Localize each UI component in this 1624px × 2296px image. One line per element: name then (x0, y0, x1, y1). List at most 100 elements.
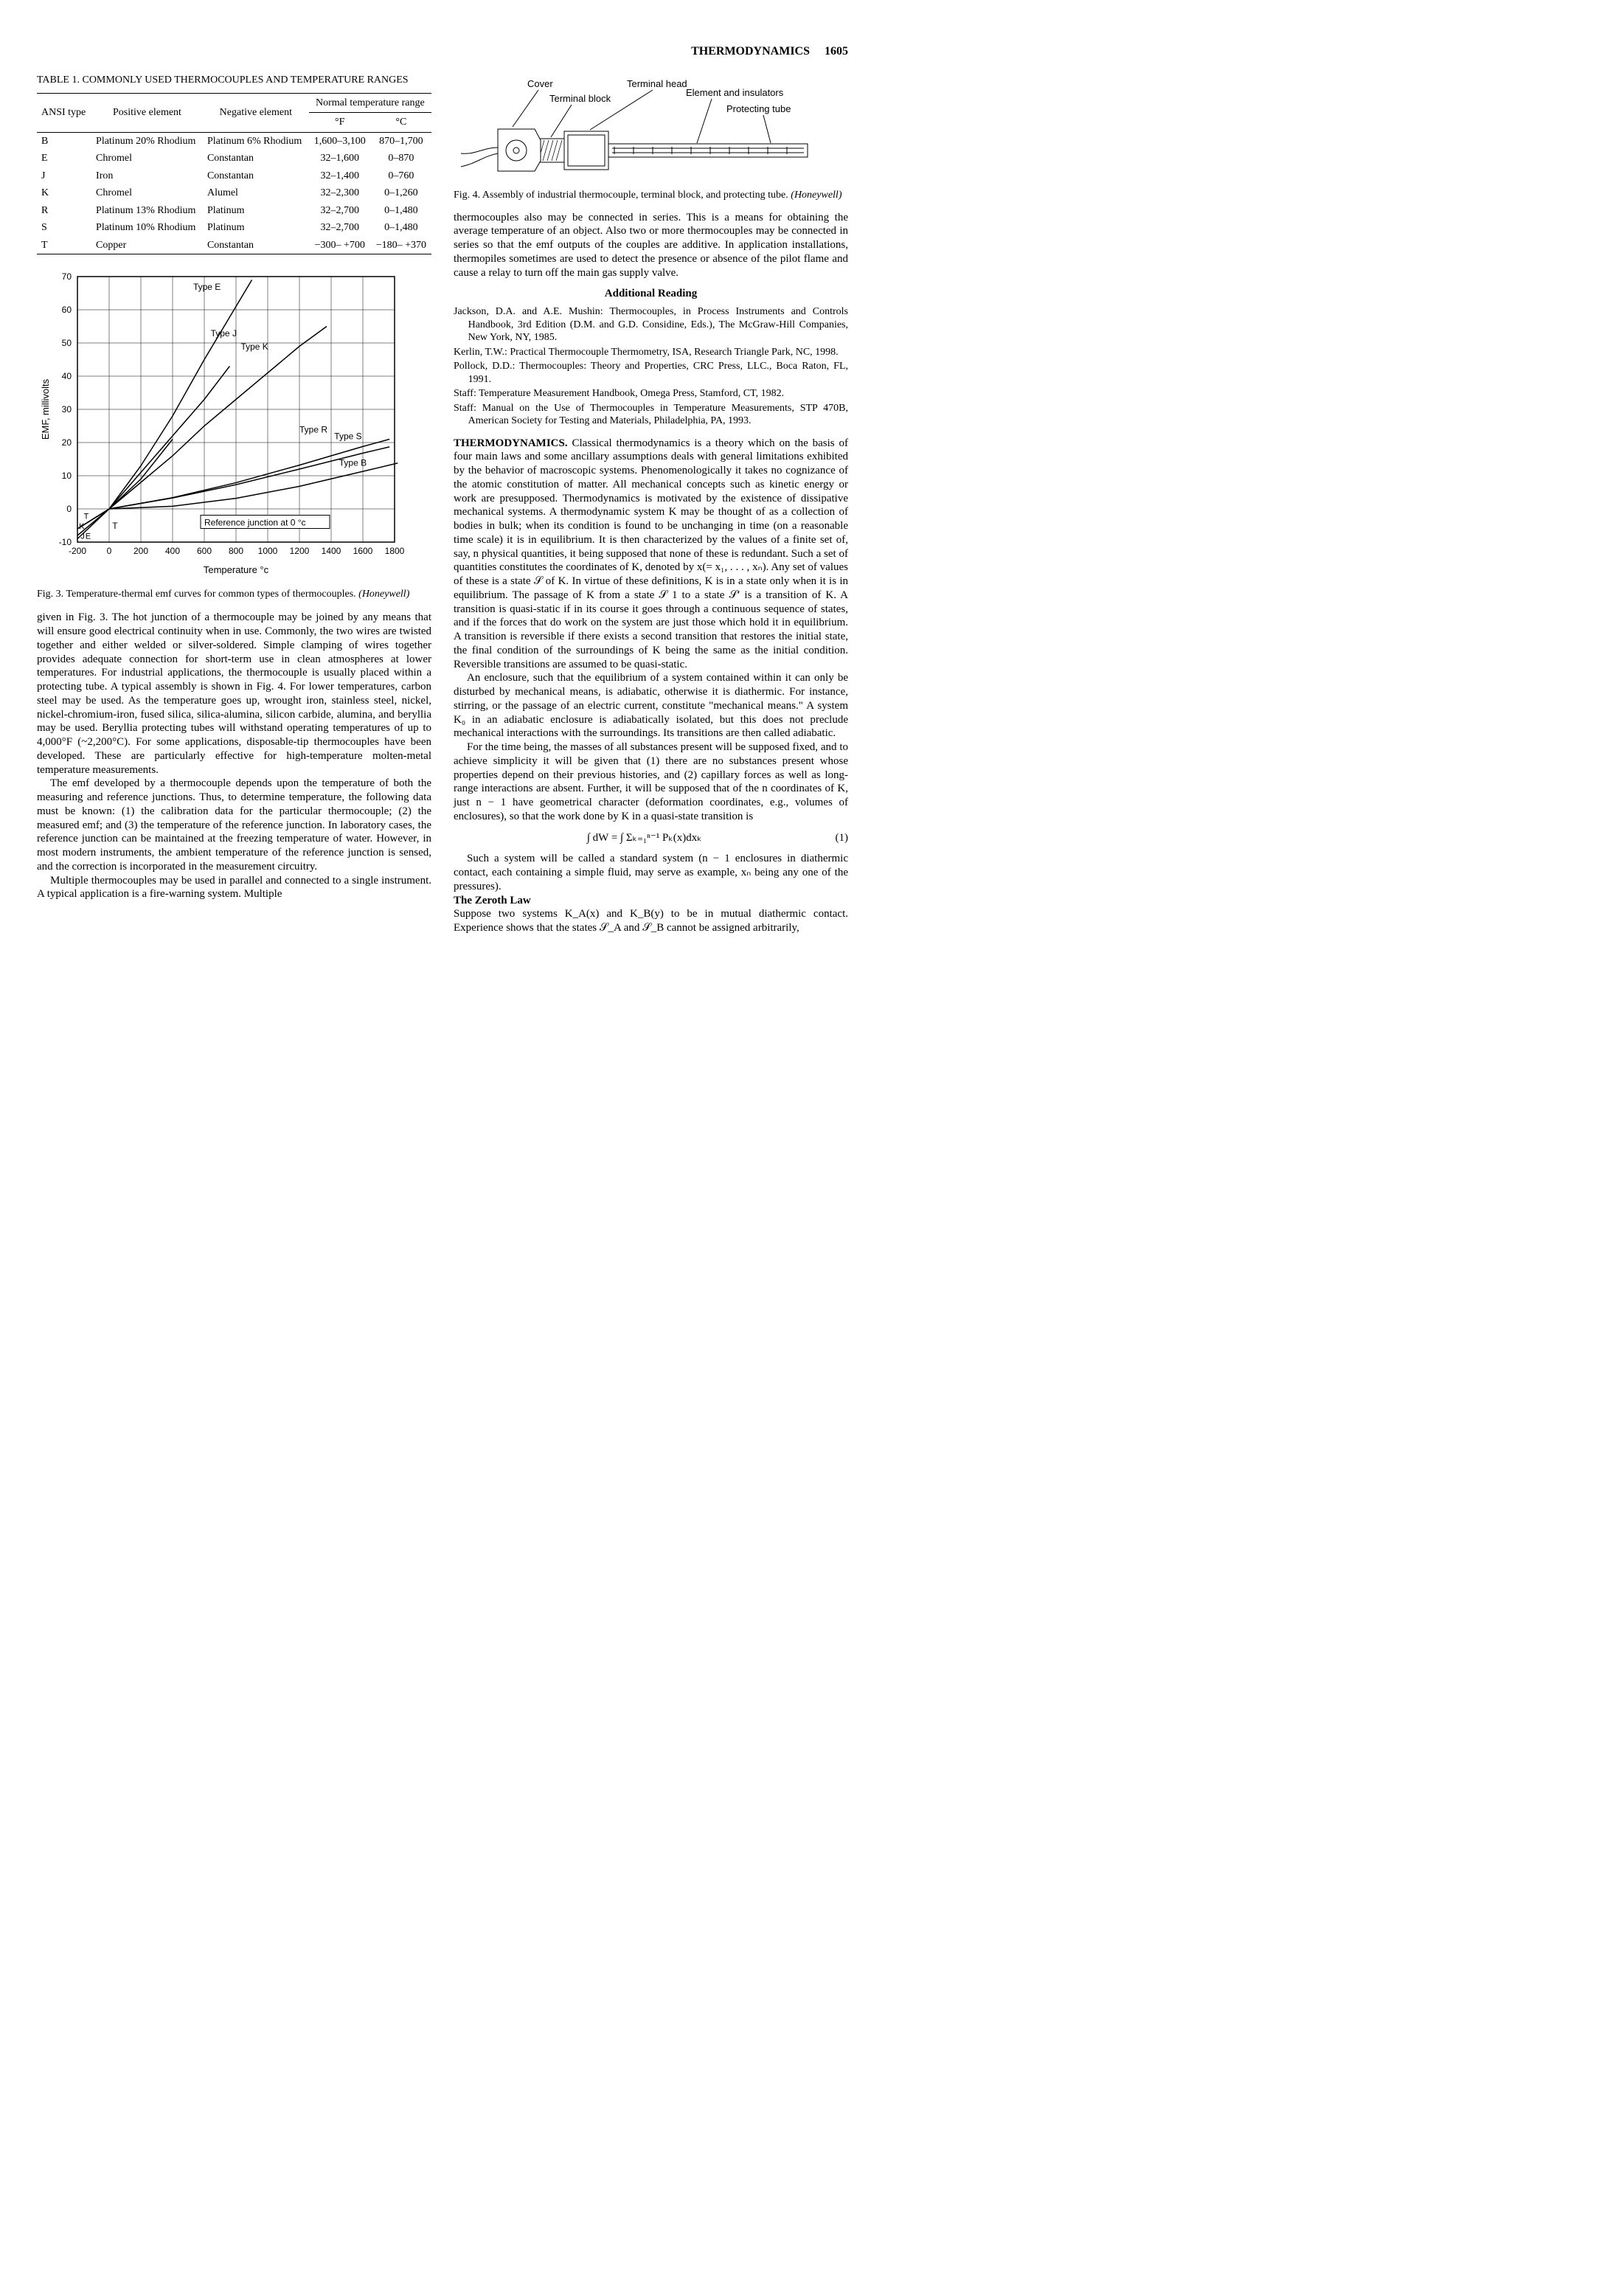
cell-type: J (37, 167, 91, 185)
svg-text:Terminal block: Terminal block (549, 93, 611, 104)
cell-f: 32–1,400 (309, 167, 371, 185)
fig4-diagram: CoverTerminal blockTerminal headElement … (454, 74, 848, 202)
left-column: TABLE 1. COMMONLY USED THERMOCOUPLES AND… (37, 74, 431, 935)
entry-p4: Such a system will be called a standard … (454, 852, 848, 893)
th-pos: Positive element (91, 93, 203, 132)
th-f: °F (309, 113, 371, 133)
svg-text:-200: -200 (69, 546, 86, 556)
additional-reading-head: Additional Reading (454, 287, 848, 301)
cell-f: 32–1,600 (309, 150, 371, 167)
zeroth-head: The Zeroth Law (454, 894, 848, 908)
svg-text:J: J (80, 533, 85, 541)
fig4-caption: Fig. 4. Assembly of industrial thermocou… (454, 189, 848, 202)
reference-item: Kerlin, T.W.: Practical Thermocouple The… (454, 346, 848, 359)
cell-type: T (37, 237, 91, 254)
svg-text:30: 30 (62, 404, 72, 415)
th-c: °C (371, 113, 431, 133)
thermodynamics-entry: THERMODYNAMICS. Classical thermodynamics… (454, 437, 848, 824)
table-row: BPlatinum 20% RhodiumPlatinum 6% Rhodium… (37, 132, 431, 150)
fig3-prefix: Fig. 3. (37, 589, 63, 600)
svg-text:40: 40 (62, 371, 72, 381)
reference-item: Pollock, D.D.: Thermocouples: Theory and… (454, 360, 848, 386)
left-p3: Multiple thermocouples may be used in pa… (37, 874, 431, 902)
svg-text:0: 0 (107, 546, 112, 556)
fig3-caption: Fig. 3. Temperature-thermal emf curves f… (37, 588, 431, 601)
svg-text:1000: 1000 (258, 546, 278, 556)
left-p2: The emf developed by a thermocouple depe… (37, 777, 431, 873)
svg-text:1800: 1800 (385, 546, 405, 556)
cell-neg: Platinum 6% Rhodium (203, 132, 309, 150)
svg-text:600: 600 (197, 546, 212, 556)
svg-text:1200: 1200 (290, 546, 310, 556)
svg-text:Terminal head: Terminal head (627, 78, 687, 89)
fig3-chart: -200020040060080010001200140016001800-10… (37, 269, 431, 600)
left-body: given in Fig. 3. The hot junction of a t… (37, 611, 431, 901)
cell-f: 32–2,700 (309, 219, 371, 237)
reference-item: Staff: Temperature Measurement Handbook,… (454, 387, 848, 400)
svg-text:400: 400 (165, 546, 180, 556)
zeroth-p: Suppose two systems K_A(x) and K_B(y) to… (454, 907, 848, 935)
fig3-text: Temperature-thermal emf curves for commo… (66, 589, 355, 600)
cell-neg: Constantan (203, 237, 309, 254)
cell-type: K (37, 184, 91, 202)
cell-c: −180– +370 (371, 237, 431, 254)
cell-pos: Platinum 20% Rhodium (91, 132, 203, 150)
entry-p1: THERMODYNAMICS. Classical thermodynamics… (454, 437, 848, 672)
table-row: KChromelAlumel32–2,3000–1,260 (37, 184, 431, 202)
cell-neg: Platinum (203, 202, 309, 220)
right-body-1: thermocouples also may be connected in s… (454, 211, 848, 280)
cell-type: S (37, 219, 91, 237)
thermocouple-table: ANSI type Positive element Negative elem… (37, 93, 431, 255)
fig3-svg: -200020040060080010001200140016001800-10… (37, 269, 406, 579)
cell-f: 32–2,700 (309, 202, 371, 220)
svg-text:1600: 1600 (353, 546, 373, 556)
reference-item: Staff: Manual on the Use of Thermocouple… (454, 402, 848, 428)
cell-c: 0–1,260 (371, 184, 431, 202)
svg-text:Reference junction at 0 °c: Reference junction at 0 °c (204, 518, 306, 528)
th-ansi: ANSI type (37, 93, 91, 132)
cell-neg: Constantan (203, 167, 309, 185)
cell-pos: Platinum 10% Rhodium (91, 219, 203, 237)
th-range: Normal temperature range (309, 93, 431, 113)
svg-text:EMF, millivolts: EMF, millivolts (40, 378, 51, 440)
cell-type: E (37, 150, 91, 167)
entry-p1-text: Classical thermodynamics is a theory whi… (454, 437, 848, 670)
fig4-prefix: Fig. 4. (454, 190, 480, 201)
svg-text:50: 50 (62, 338, 72, 348)
page-number: 1605 (825, 45, 848, 58)
eqn-num: (1) (836, 831, 849, 845)
reference-item: Jackson, D.A. and A.E. Mushin: Thermocou… (454, 305, 848, 344)
cell-f: 32–2,300 (309, 184, 371, 202)
cell-neg: Constantan (203, 150, 309, 167)
right-p1: thermocouples also may be connected in s… (454, 211, 848, 280)
svg-text:0: 0 (66, 504, 72, 514)
svg-text:Protecting tube: Protecting tube (726, 103, 791, 114)
svg-text:1400: 1400 (322, 546, 341, 556)
entry-p2: An enclosure, such that the equilibrium … (454, 671, 848, 741)
cell-c: 870–1,700 (371, 132, 431, 150)
table-row: RPlatinum 13% RhodiumPlatinum32–2,7000–1… (37, 202, 431, 220)
fig4-source: (Honeywell) (791, 190, 842, 201)
entry-head: THERMODYNAMICS. (454, 437, 568, 449)
table-row: TCopperConstantan−300– +700−180– +370 (37, 237, 431, 254)
svg-text:Type R: Type R (299, 425, 327, 435)
svg-text:Type J: Type J (211, 328, 237, 339)
entry-cont: Such a system will be called a standard … (454, 852, 848, 935)
fig4-svg: CoverTerminal blockTerminal headElement … (454, 74, 822, 184)
cell-c: 0–870 (371, 150, 431, 167)
svg-text:70: 70 (62, 271, 72, 282)
table-row: JIronConstantan32–1,4000–760 (37, 167, 431, 185)
svg-text:T: T (84, 513, 89, 521)
cell-pos: Iron (91, 167, 203, 185)
svg-text:60: 60 (62, 305, 72, 315)
cell-pos: Chromel (91, 184, 203, 202)
right-column: CoverTerminal blockTerminal headElement … (454, 74, 848, 935)
cell-pos: Chromel (91, 150, 203, 167)
svg-text:E: E (86, 533, 91, 541)
fig4-text: Assembly of industrial thermocouple, ter… (482, 190, 788, 201)
svg-text:10: 10 (62, 471, 72, 481)
table1-title: TABLE 1. COMMONLY USED THERMOCOUPLES AND… (37, 74, 431, 87)
cell-neg: Platinum (203, 219, 309, 237)
left-p1: given in Fig. 3. The hot junction of a t… (37, 611, 431, 777)
cell-type: B (37, 132, 91, 150)
